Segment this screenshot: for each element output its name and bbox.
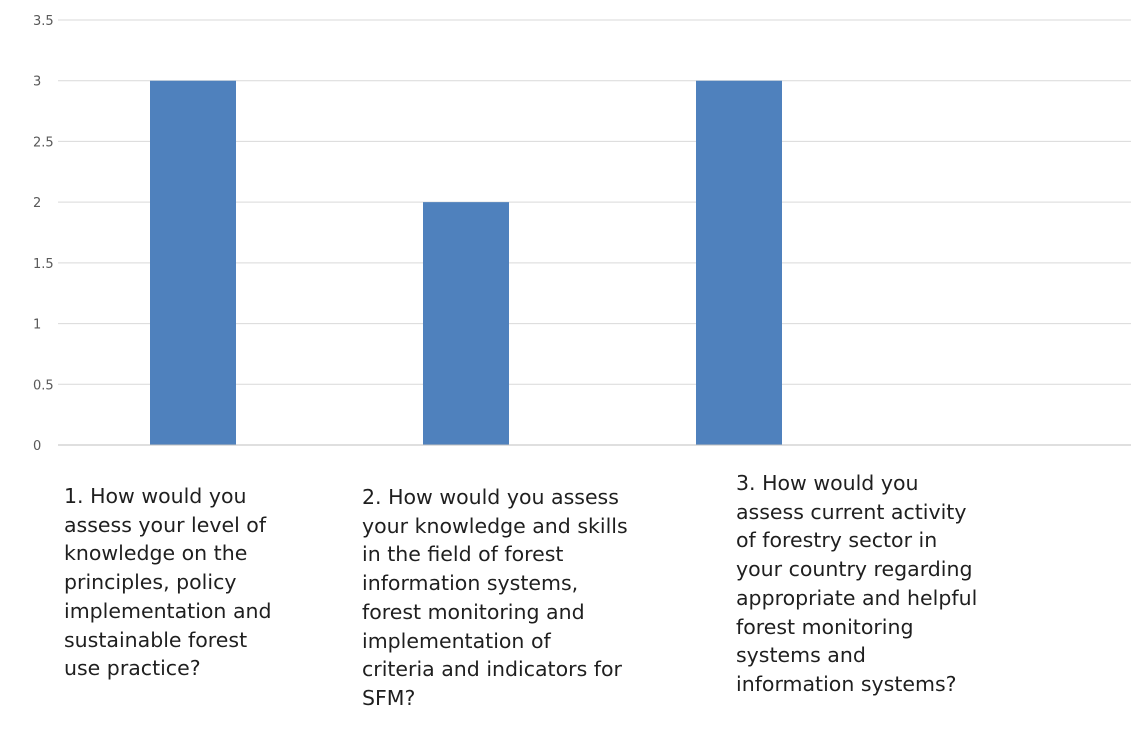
- gridlines: [58, 19, 1131, 385]
- category-label-2: 2. How would you assess your knowledge a…: [362, 485, 628, 710]
- bars: [150, 80, 782, 445]
- y-tick-label: 2.5: [33, 135, 54, 150]
- bar-3: [696, 80, 782, 445]
- y-tick-label: 0.5: [33, 378, 54, 393]
- y-tick-label: 2: [33, 196, 41, 211]
- bar-1: [150, 80, 236, 445]
- y-tick-label: 3: [33, 75, 41, 90]
- bar-2: [423, 202, 509, 445]
- y-tick-label: 1.5: [33, 257, 54, 272]
- y-tick-label: 1: [33, 318, 41, 333]
- category-label-3: 3. How would you assess current activity…: [736, 471, 978, 696]
- y-axis-tick-labels: 0 0.5 1 1.5 2 2.5 3 3.5: [33, 14, 54, 454]
- y-tick-label: 3.5: [33, 14, 54, 29]
- y-tick-label: 0: [33, 439, 41, 454]
- category-label-1: 1. How would you assess your level of kn…: [64, 484, 272, 681]
